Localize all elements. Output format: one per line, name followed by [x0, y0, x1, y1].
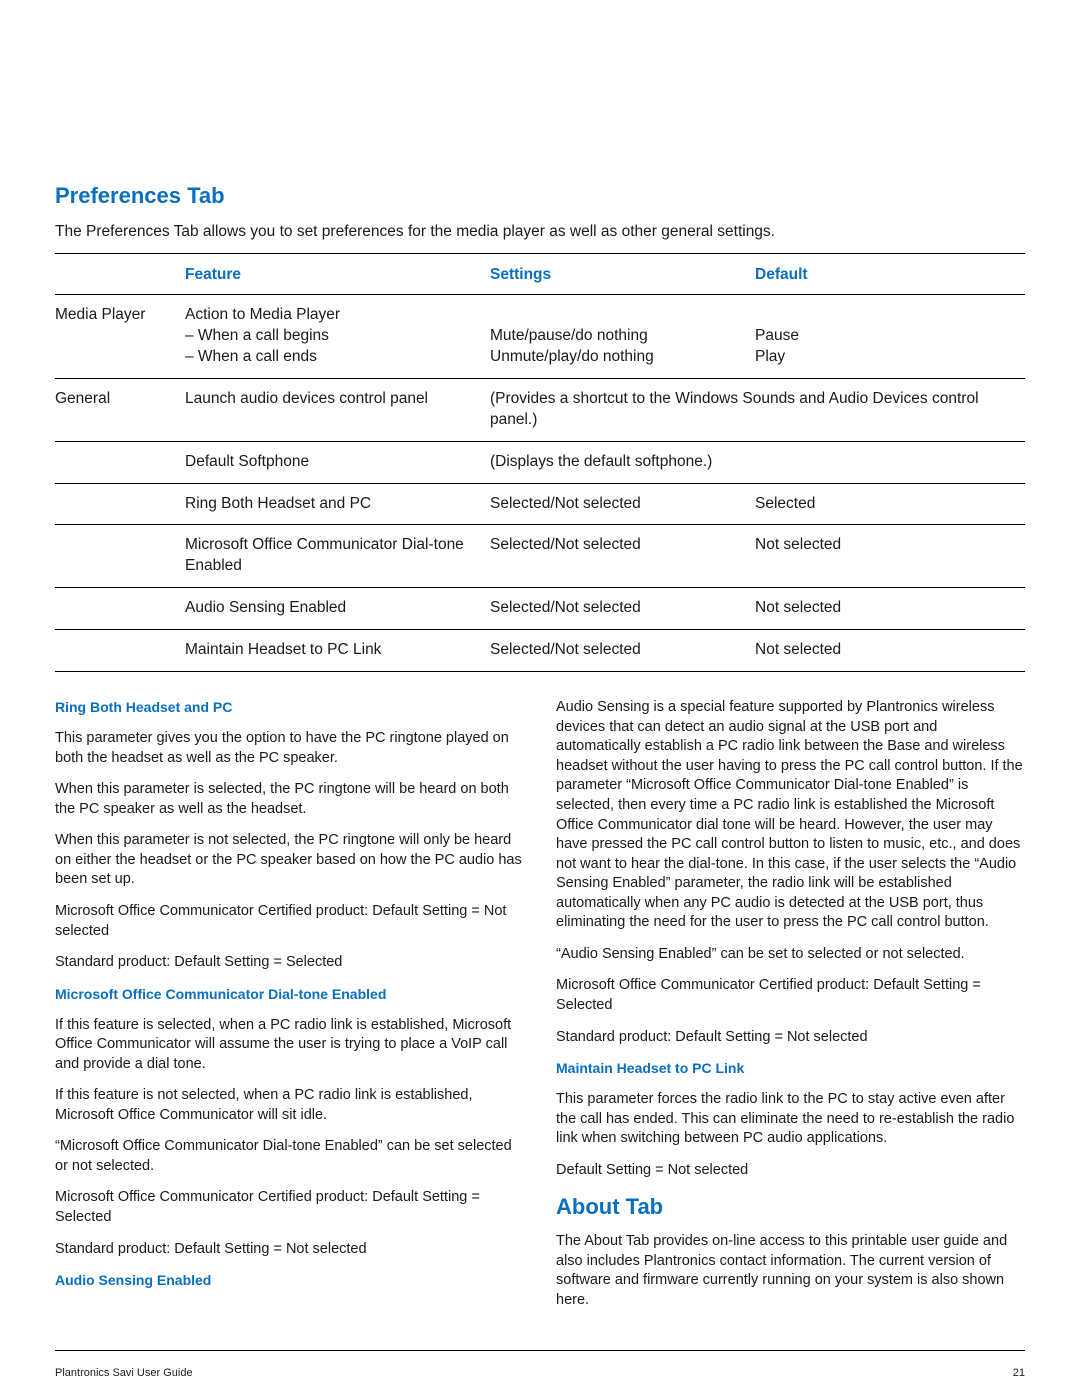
- col-default: Default: [755, 254, 1025, 295]
- body-columns: Ring Both Headset and PC This parameter …: [55, 698, 1025, 1312]
- cell-feature: Maintain Headset to PC Link: [185, 630, 490, 672]
- table-row: Maintain Headset to PC Link Selected/Not…: [55, 630, 1025, 672]
- col-feature: Feature: [185, 254, 490, 295]
- preferences-table: Feature Settings Default Media Player Ac…: [55, 254, 1025, 672]
- subhead-audio: Audio Sensing Enabled: [55, 1271, 524, 1290]
- para: Default Setting = Not selected: [556, 1161, 1025, 1181]
- subhead-dial: Microsoft Office Communicator Dial-tone …: [55, 985, 524, 1004]
- para: This parameter forces the radio link to …: [556, 1090, 1025, 1149]
- cell-category: General: [55, 378, 185, 441]
- cell-default: Not selected: [755, 630, 1025, 672]
- para: Standard product: Default Setting = Sele…: [55, 953, 524, 973]
- para: When this parameter is not selected, the…: [55, 831, 524, 890]
- txt: – When a call begins: [185, 327, 329, 344]
- about-heading: About Tab: [556, 1192, 1025, 1222]
- para: Microsoft Office Communicator Certified …: [55, 902, 524, 941]
- table-row: Default Softphone (Displays the default …: [55, 441, 1025, 483]
- cell-settings: Selected/Not selected: [490, 483, 755, 525]
- txt: – When a call ends: [185, 348, 317, 365]
- txt: Mute/pause/do nothing: [490, 327, 648, 344]
- para: Audio Sensing is a special feature suppo…: [556, 698, 1025, 933]
- preferences-heading: Preferences Tab: [55, 183, 1025, 209]
- table-row: General Launch audio devices control pan…: [55, 378, 1025, 441]
- cell-default: Selected: [755, 483, 1025, 525]
- cell-feature: Audio Sensing Enabled: [185, 588, 490, 630]
- cell-default: Not selected: [755, 588, 1025, 630]
- para: This parameter gives you the option to h…: [55, 729, 524, 768]
- cell-feature: Ring Both Headset and PC: [185, 483, 490, 525]
- preferences-intro: The Preferences Tab allows you to set pr…: [55, 223, 1025, 241]
- cell-feature: Launch audio devices control panel: [185, 378, 490, 441]
- txt: Play: [755, 348, 785, 365]
- table-row: Microsoft Office Communicator Dial-tone …: [55, 525, 1025, 588]
- cell-settings: Selected/Not selected: [490, 630, 755, 672]
- footer-page: 21: [1013, 1367, 1025, 1379]
- cell-category: Media Player: [55, 295, 185, 379]
- cell-settings: Mute/pause/do nothing Unmute/play/do not…: [490, 295, 755, 379]
- txt: Pause: [755, 327, 799, 344]
- col-settings: Settings: [490, 254, 755, 295]
- cell-default: Pause Play: [755, 295, 1025, 379]
- table-row: Ring Both Headset and PC Selected/Not se…: [55, 483, 1025, 525]
- para: Microsoft Office Communicator Certified …: [556, 976, 1025, 1015]
- cell-settings: Selected/Not selected: [490, 525, 755, 588]
- para: Standard product: Default Setting = Not …: [55, 1240, 524, 1260]
- cell-default: Not selected: [755, 525, 1025, 588]
- txt: Unmute/play/do nothing: [490, 348, 654, 365]
- para: If this feature is selected, when a PC r…: [55, 1016, 524, 1075]
- para: The About Tab provides on-line access to…: [556, 1232, 1025, 1310]
- subhead-ring: Ring Both Headset and PC: [55, 698, 524, 717]
- para: If this feature is not selected, when a …: [55, 1086, 524, 1125]
- para: Microsoft Office Communicator Certified …: [55, 1188, 524, 1227]
- table-row: Media Player Action to Media Player – Wh…: [55, 295, 1025, 379]
- para: “Microsoft Office Communicator Dial-tone…: [55, 1137, 524, 1176]
- para: When this parameter is selected, the PC …: [55, 780, 524, 819]
- txt: Action to Media Player: [185, 306, 340, 323]
- cell-settings: (Provides a shortcut to the Windows Soun…: [490, 378, 1025, 441]
- cell-feature: Microsoft Office Communicator Dial-tone …: [185, 525, 490, 588]
- para: Standard product: Default Setting = Not …: [556, 1028, 1025, 1048]
- cell-settings: (Displays the default softphone.): [490, 441, 1025, 483]
- footer-rule: [55, 1350, 1025, 1351]
- cell-settings: Selected/Not selected: [490, 588, 755, 630]
- subhead-maint: Maintain Headset to PC Link: [556, 1059, 1025, 1078]
- table-row: Audio Sensing Enabled Selected/Not selec…: [55, 588, 1025, 630]
- cell-feature: Action to Media Player – When a call beg…: [185, 295, 490, 379]
- para: “Audio Sensing Enabled” can be set to se…: [556, 945, 1025, 965]
- footer-left: Plantronics Savi User Guide: [55, 1367, 193, 1379]
- cell-feature: Default Softphone: [185, 441, 490, 483]
